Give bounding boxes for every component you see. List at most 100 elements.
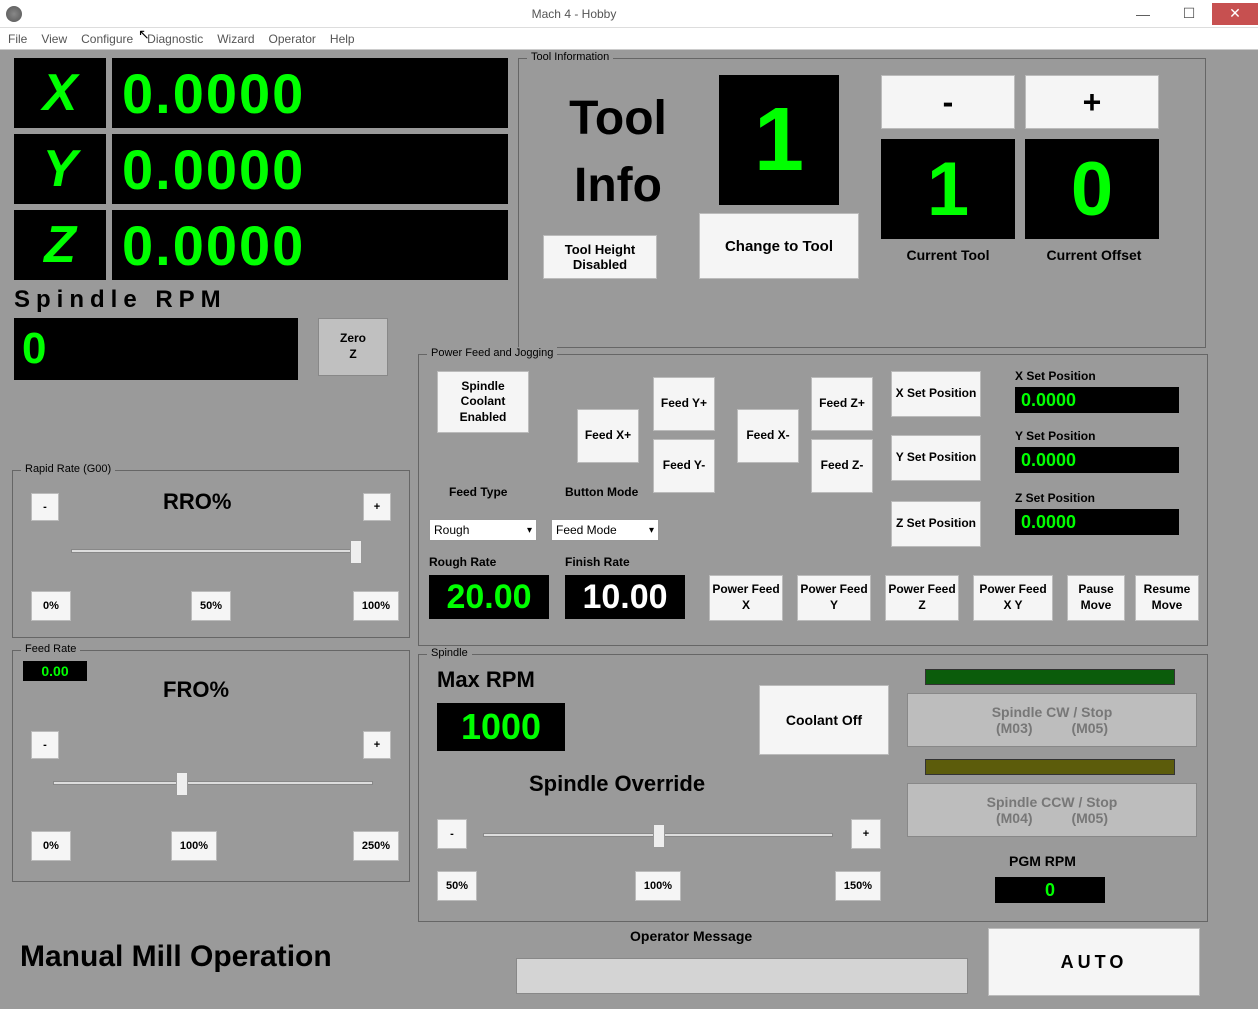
yset-button[interactable]: Y Set Position — [891, 435, 981, 481]
power-feed-title: Power Feed and Jogging — [427, 347, 557, 359]
fro-slider-thumb[interactable] — [176, 772, 188, 796]
tool-number-display: 1 — [719, 75, 839, 205]
spindle-override-label: Spindle Override — [529, 771, 705, 797]
fro-preset-250[interactable]: 250% — [353, 831, 399, 861]
fro-minus-button[interactable]: - — [31, 731, 59, 759]
spindle-rpm-label: Spindle RPM — [14, 286, 508, 314]
zset-button[interactable]: Z Set Position — [891, 501, 981, 547]
power-feed-z-button[interactable]: Power Feed Z — [885, 575, 959, 621]
current-tool-display: 1 — [881, 139, 1015, 239]
current-tool-label: Current Tool — [891, 247, 1005, 263]
tool-height-button[interactable]: Tool Height Disabled — [543, 235, 657, 279]
spindle-rpm-dro[interactable]: 0 — [14, 318, 298, 380]
feed-zplus-button[interactable]: Feed Z+ — [811, 377, 873, 431]
feed-rate-title: Feed Rate — [21, 643, 80, 655]
resume-move-button[interactable]: Resume Move — [1135, 575, 1199, 621]
xset-button[interactable]: X Set Position — [891, 371, 981, 417]
rro-preset-100[interactable]: 100% — [353, 591, 399, 621]
sp-preset-150[interactable]: 150% — [835, 871, 881, 901]
tool-plus-button[interactable]: + — [1025, 75, 1159, 129]
rro-slider[interactable] — [71, 549, 361, 553]
feed-zminus-button[interactable]: Feed Z- — [811, 439, 873, 493]
feed-type-select[interactable]: Rough — [429, 519, 537, 541]
fro-label: FRO% — [163, 677, 229, 703]
maximize-button[interactable]: ☐ — [1166, 3, 1212, 25]
power-feed-y-button[interactable]: Power Feed Y — [797, 575, 871, 621]
sp-preset-100[interactable]: 100% — [635, 871, 681, 901]
axis-dro-x[interactable]: 0.0000 — [112, 58, 508, 128]
change-tool-button[interactable]: Change to Tool — [699, 213, 859, 279]
rro-preset-0[interactable]: 0% — [31, 591, 71, 621]
titlebar: Mach 4 - Hobby — ☐ ✕ — [0, 0, 1258, 28]
auto-button[interactable]: AUTO — [988, 928, 1200, 996]
button-mode-select[interactable]: Feed Mode — [551, 519, 659, 541]
rro-slider-thumb[interactable] — [350, 540, 362, 564]
power-feed-xy-button[interactable]: Power Feed X Y — [973, 575, 1053, 621]
menu-configure[interactable]: Configure — [81, 32, 133, 46]
rro-label: RRO% — [163, 489, 231, 515]
sp-minus-button[interactable]: - — [437, 819, 467, 849]
spindle-cw-button[interactable]: Spindle CW / Stop(M03) (M05) — [907, 693, 1197, 747]
max-rpm-dro[interactable]: 1000 — [437, 703, 565, 751]
rro-plus-button[interactable]: + — [363, 493, 391, 521]
ypos-label: Y Set Position — [1015, 429, 1095, 443]
axis-dro-y[interactable]: 0.0000 — [112, 134, 508, 204]
zpos-label: Z Set Position — [1015, 491, 1095, 505]
axis-label-y: Y — [14, 134, 106, 204]
current-offset-label: Current Offset — [1029, 247, 1159, 263]
fro-slider[interactable] — [53, 781, 373, 785]
rough-rate-dro[interactable]: 20.00 — [429, 575, 549, 619]
sp-preset-50[interactable]: 50% — [437, 871, 477, 901]
sp-plus-button[interactable]: + — [851, 819, 881, 849]
operator-message-label: Operator Message — [630, 928, 752, 944]
menu-wizard[interactable]: Wizard — [217, 32, 254, 46]
spindle-cw-led — [925, 669, 1175, 685]
sp-slider-thumb[interactable] — [653, 824, 665, 848]
pgm-rpm-dro[interactable]: 0 — [995, 877, 1105, 903]
menu-file[interactable]: File — [8, 32, 27, 46]
axis-label-x: X — [14, 58, 106, 128]
operator-message-box[interactable] — [516, 958, 968, 994]
coolant-button[interactable]: Coolant Off — [759, 685, 889, 755]
power-feed-x-button[interactable]: Power Feed X — [709, 575, 783, 621]
max-rpm-label: Max RPM — [437, 667, 535, 693]
feed-rate-dro[interactable]: 0.00 — [23, 661, 87, 681]
minimize-button[interactable]: — — [1120, 3, 1166, 25]
spindle-coolant-button[interactable]: Spindle Coolant Enabled — [437, 371, 529, 433]
finish-rate-dro[interactable]: 10.00 — [565, 575, 685, 619]
pause-move-button[interactable]: Pause Move — [1067, 575, 1125, 621]
axis-dro-z[interactable]: 0.0000 — [112, 210, 508, 280]
fro-preset-100[interactable]: 100% — [171, 831, 217, 861]
fro-preset-0[interactable]: 0% — [31, 831, 71, 861]
pgm-rpm-label: PGM RPM — [1009, 853, 1076, 869]
close-button[interactable]: ✕ — [1212, 3, 1258, 25]
zero-z-button[interactable]: Zero Z — [318, 318, 388, 376]
rapid-rate-title: Rapid Rate (G00) — [21, 463, 115, 475]
feed-yminus-button[interactable]: Feed Y- — [653, 439, 715, 493]
menu-operator[interactable]: Operator — [269, 32, 316, 46]
current-offset-display: 0 — [1025, 139, 1159, 239]
feed-xplus-button[interactable]: Feed X+ — [577, 409, 639, 463]
menu-diagnostic[interactable]: Diagnostic — [147, 32, 203, 46]
sp-override-slider[interactable] — [483, 833, 833, 837]
tool-info-title: Tool Information — [527, 51, 613, 63]
rough-rate-label: Rough Rate — [429, 555, 496, 569]
zpos-dro[interactable]: 0.0000 — [1015, 509, 1179, 535]
fro-plus-button[interactable]: + — [363, 731, 391, 759]
dro-block: X 0.0000 Y 0.0000 Z 0.0000 Spindle RPM 0… — [14, 58, 508, 380]
menu-view[interactable]: View — [41, 32, 67, 46]
tool-minus-button[interactable]: - — [881, 75, 1015, 129]
rro-preset-50[interactable]: 50% — [191, 591, 231, 621]
finish-rate-label: Finish Rate — [565, 555, 630, 569]
spindle-ccw-led — [925, 759, 1175, 775]
rro-minus-button[interactable]: - — [31, 493, 59, 521]
feed-xminus-button[interactable]: Feed X- — [737, 409, 799, 463]
axis-label-z: Z — [14, 210, 106, 280]
xpos-dro[interactable]: 0.0000 — [1015, 387, 1179, 413]
feed-yplus-button[interactable]: Feed Y+ — [653, 377, 715, 431]
spindle-ccw-button[interactable]: Spindle CCW / Stop(M04) (M05) — [907, 783, 1197, 837]
rapid-rate-group: Rapid Rate (G00) RRO% - + 0% 50% 100% — [12, 470, 410, 638]
ypos-dro[interactable]: 0.0000 — [1015, 447, 1179, 473]
mode-title: Manual Mill Operation — [20, 940, 332, 974]
menu-help[interactable]: Help — [330, 32, 355, 46]
